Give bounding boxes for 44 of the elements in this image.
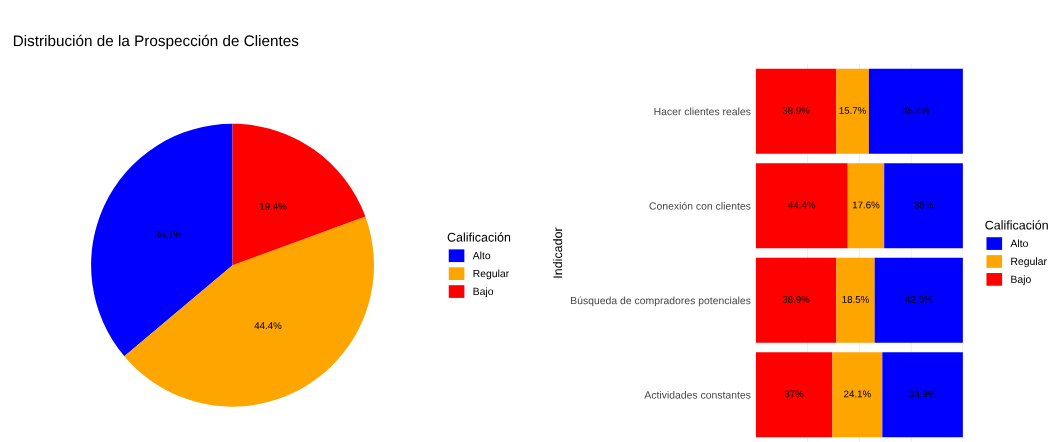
data-label: 44.4% (254, 322, 282, 329)
legend-title: Calificación (985, 220, 1048, 230)
bar (884, 163, 963, 249)
legend-title: Calificación (447, 232, 511, 242)
chart-title: Distribución de la Prospección de Clientes (13, 34, 299, 50)
pie-slice (91, 123, 233, 357)
y-tick-label: Actividades constantes (644, 390, 751, 399)
y-tick-label: Conexión con clientes (649, 201, 751, 210)
legend-label: Alto (472, 251, 491, 260)
data-label: 38% (914, 201, 933, 209)
bar (836, 257, 875, 343)
data-label: 15.7% (839, 107, 867, 114)
data-label: 18.5% (842, 296, 869, 303)
y-tick-label: Búsqueda de compradores potenciales (571, 296, 751, 307)
data-label: 38.9% (782, 107, 810, 114)
legend-label: Alto (1010, 239, 1028, 248)
legend-label: Regular (473, 269, 510, 280)
data-label: 38.9% (909, 390, 937, 398)
bar (874, 257, 963, 343)
bar (755, 68, 837, 154)
bar (755, 257, 837, 343)
data-label: 37% (784, 390, 804, 398)
data-label: 44.4% (788, 201, 816, 209)
data-label: 42.6% (905, 296, 933, 303)
data-label: 45.4% (902, 107, 930, 114)
bar (755, 163, 848, 249)
pie-slice (232, 123, 366, 266)
legend-label: Bajo (473, 287, 494, 298)
y-axis-title: Indicador (553, 227, 563, 278)
data-label: 38.9% (782, 296, 810, 303)
bar (868, 68, 963, 154)
data-label: 17.6% (852, 201, 880, 209)
bar (832, 352, 883, 438)
pie-slice (124, 216, 374, 407)
data-label: 36.1% (155, 231, 182, 238)
legend-label: Bajo (1011, 275, 1031, 285)
bar (836, 68, 869, 154)
bar (755, 352, 833, 438)
data-label: 19.4% (260, 202, 287, 210)
bar (847, 163, 885, 249)
y-tick-label: Hacer clientes reales (654, 107, 751, 116)
data-label: 24.1% (844, 390, 871, 398)
bar (882, 352, 963, 438)
legend-label: Regular (1011, 257, 1047, 268)
